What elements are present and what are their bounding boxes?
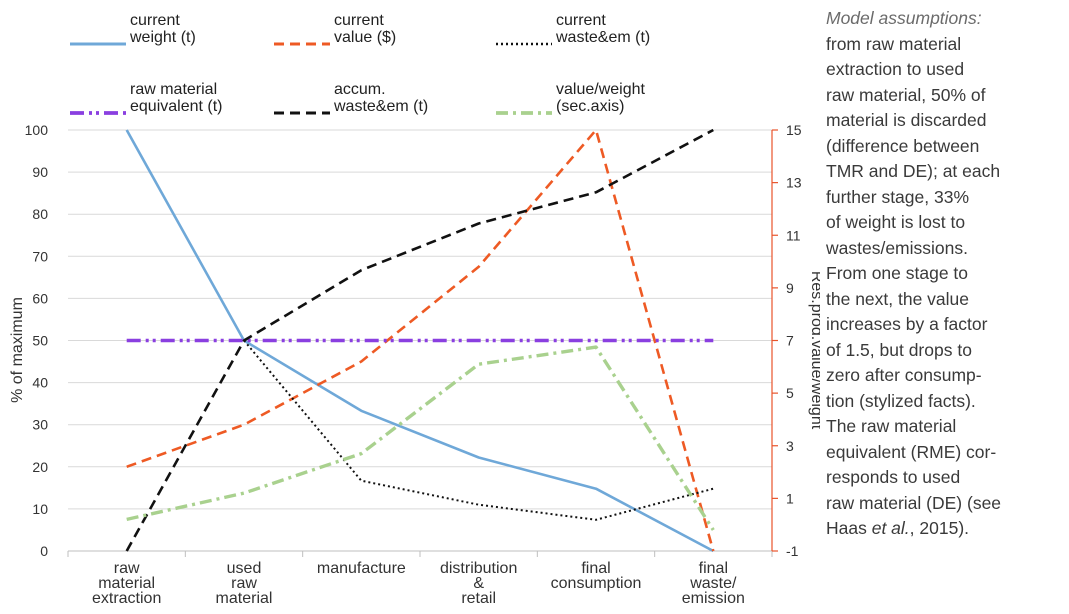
y-tick-label: 0 — [40, 543, 48, 559]
note-line: tion (stylized facts). — [826, 390, 976, 411]
y-tick-label: 100 — [25, 122, 49, 138]
y-tick-label: 70 — [32, 248, 48, 264]
legend: current weight (t) current value ($) current… — [70, 12, 650, 115]
y-tick-label: 40 — [32, 375, 48, 391]
legend-label: value/weight (sec.axis) — [556, 81, 646, 115]
y-tick-label: 30 — [32, 417, 48, 433]
y2-tick-label: 15 — [786, 122, 802, 138]
note-line: TMR and DE); at each — [826, 161, 1001, 181]
x-category-label: manufacture — [317, 560, 406, 577]
y-axis-title: % of maximum — [9, 297, 26, 403]
note-line: responds to used — [826, 467, 961, 487]
y-tick-label: 60 — [32, 290, 48, 306]
series-line — [243, 339, 714, 521]
x-category-label: final waste/emission — [682, 560, 745, 607]
series — [125, 128, 715, 553]
y-tick-label: 90 — [32, 164, 48, 180]
y-tick-label: 10 — [32, 501, 48, 517]
y2-tick-label: 9 — [786, 280, 794, 296]
x-category-label: final consumption — [551, 560, 642, 592]
note-line: increases by a factor — [826, 314, 988, 334]
x-category-label: raw material extraction — [92, 560, 161, 607]
legend-label: accum. waste&em (t) — [333, 81, 428, 115]
y2-tick-label: 13 — [786, 175, 802, 191]
grid — [68, 129, 772, 510]
y-tick-label: 80 — [32, 206, 48, 222]
y2-tick-label: 7 — [786, 333, 794, 349]
note-line: extraction to used — [826, 59, 965, 79]
note-line: of weight is lost to — [826, 212, 966, 232]
legend-label: raw material equivalent (t) — [130, 81, 223, 115]
note-line: raw material (DE) (see — [826, 492, 1002, 513]
y-tick-label: 50 — [32, 333, 48, 349]
note-line: material is discarded — [826, 110, 987, 130]
category-labels: raw material extraction used raw material manu… — [92, 560, 745, 607]
note-line: the next, the value — [826, 288, 970, 309]
note-line: Haas et al., 2015). — [826, 518, 970, 538]
x-category-label: distribution & retail — [440, 560, 517, 607]
y2-tick-label: 3 — [786, 438, 794, 454]
x-category-label: used raw material — [216, 560, 273, 607]
y2-tick-label: 1 — [786, 490, 794, 506]
legend-label: current value ($) — [334, 12, 396, 46]
y2-tick-label: -1 — [786, 543, 799, 559]
axes — [67, 129, 778, 557]
note-line: from raw material — [826, 33, 962, 54]
chart: current weight (t) current value ($) current… — [9, 12, 820, 607]
series-line — [126, 128, 715, 552]
legend-label: current weight (t) — [129, 12, 196, 46]
note-line: raw material, 50% of — [826, 84, 986, 105]
note-line: From one stage to — [826, 263, 969, 283]
y-tick-label: 20 — [32, 459, 48, 475]
note-line: zero after consump- — [826, 365, 982, 385]
series-line — [125, 129, 714, 553]
y2-tick-label: 5 — [786, 385, 794, 401]
note-line: further stage, 33% — [826, 186, 969, 207]
series-line — [126, 345, 715, 531]
y2-axis-title: Res.prod.value/weight — [808, 271, 820, 430]
legend-label: current waste&em (t) — [555, 12, 650, 46]
note-line: The raw material — [826, 416, 957, 436]
note-line: of 1.5, but drops to — [826, 339, 972, 360]
note-line: wastes/emissions. — [826, 237, 968, 258]
note-line: equivalent (RME) cor- — [826, 441, 997, 462]
model-assumptions-note: Model assumptions: from raw material ext… — [826, 6, 1064, 542]
note-heading: Model assumptions: — [826, 8, 982, 28]
y2-tick-label: 11 — [786, 227, 801, 243]
series-line — [125, 128, 714, 552]
note-line: (difference between — [826, 135, 980, 156]
